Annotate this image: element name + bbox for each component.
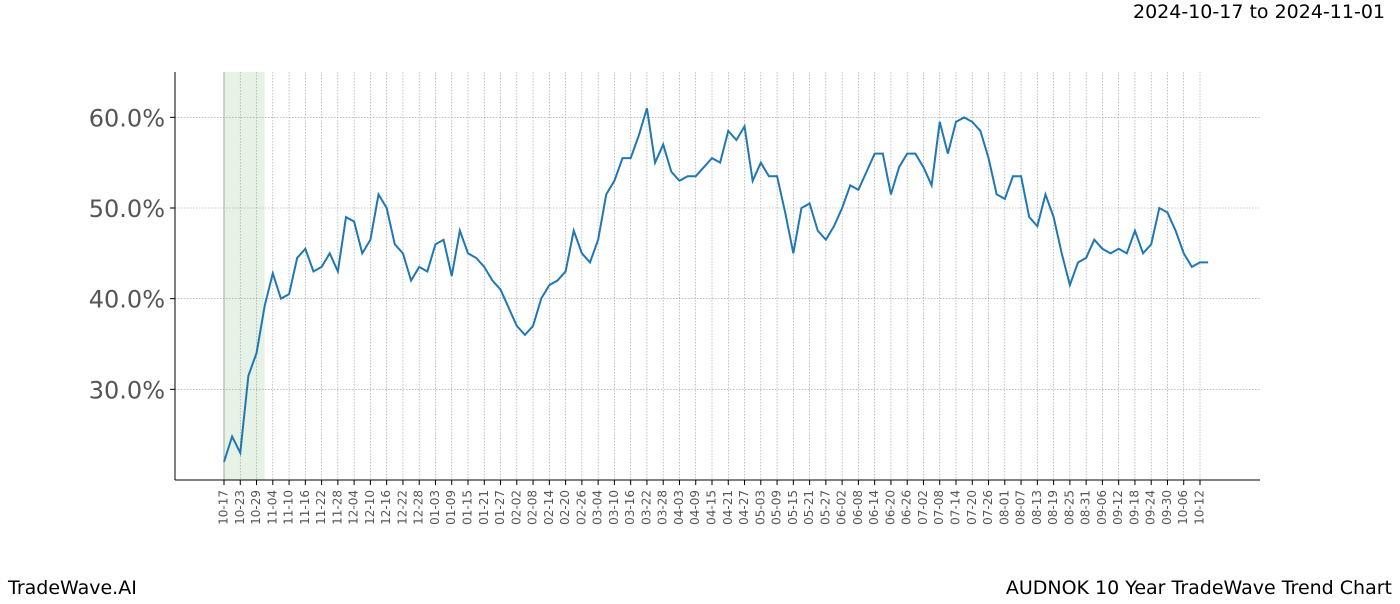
x-tick-label: 04-03 [672,490,686,525]
x-tick-label: 09-24 [1144,490,1158,525]
x-tick-label: 05-09 [770,490,784,525]
x-tick-label: 09-12 [1111,490,1125,525]
x-tick-label: 08-13 [1030,490,1044,525]
x-tick-label: 05-03 [753,490,767,525]
x-tick-label: 08-25 [1062,490,1076,525]
x-tick-label: 02-26 [574,490,588,525]
x-tick-label: 01-21 [477,490,491,525]
x-tick-label: 03-04 [591,490,605,525]
trend-line [223,107,1209,463]
x-tick-label: 06-14 [867,490,881,525]
x-tick-label: 06-02 [835,490,849,525]
x-tick-label: 06-20 [883,490,897,525]
x-tick-label: 11-28 [330,490,344,525]
x-tick-label: 11-10 [282,490,296,525]
x-tick-label: 03-16 [623,490,637,525]
date-range: 2024-10-17 to 2024-11-01 [1133,1,1385,23]
x-tick-label: 01-27 [493,490,507,525]
y-tick-label: 60.0% [89,104,165,132]
x-tick-label: 09-30 [1160,490,1174,525]
y-tick-label: 40.0% [89,286,165,314]
x-tick-label: 08-19 [1046,490,1060,525]
x-tick-label: 05-15 [786,490,800,525]
x-tick-label: 03-28 [656,490,670,525]
x-tick-label: 06-08 [851,490,865,525]
x-tick-label: 09-18 [1127,490,1141,525]
x-tick-label: 02-02 [509,490,523,525]
x-tick-label: 05-21 [802,490,816,525]
x-tick-label: 11-04 [265,490,279,525]
brand: TradeWave.AI [7,577,137,599]
x-tick-label: 01-03 [428,490,442,525]
y-tick-label: 50.0% [89,195,165,223]
x-tick-label: 12-10 [363,490,377,525]
x-tick-label: 04-09 [688,490,702,525]
x-tick-label: 12-04 [347,490,361,525]
x-tick-label: 12-22 [395,490,409,525]
x-tick-label: 08-31 [1079,490,1093,525]
y-tick-label: 30.0% [89,376,165,404]
x-tick-label: 10-23 [233,490,247,525]
x-tick-label: 12-16 [379,490,393,525]
x-tick-label: 10-12 [1193,490,1207,525]
x-tick-label: 01-15 [461,490,475,525]
x-tick-label: 12-28 [412,490,426,525]
x-tick-label: 08-07 [1014,490,1028,525]
x-tick-label: 07-08 [932,490,946,525]
x-tick-label: 02-08 [526,490,540,525]
x-tick-label: 04-15 [705,490,719,525]
x-tick-label: 05-27 [818,490,832,525]
x-tick-label: 08-01 [997,490,1011,525]
x-tick-label: 02-20 [558,490,572,525]
x-tick-label: 02-14 [542,490,556,525]
x-tick-label: 07-20 [965,490,979,525]
x-tick-label: 07-02 [916,490,930,525]
x-tick-label: 10-06 [1176,490,1190,525]
x-tick-label: 10-29 [249,490,263,525]
x-tick-label: 04-21 [721,490,735,525]
x-tick-label: 07-14 [949,490,963,525]
x-tick-label: 11-16 [298,490,312,525]
x-tick-label: 09-06 [1095,490,1109,525]
x-tick-label: 06-26 [900,490,914,525]
x-tick-label: 04-27 [737,490,751,525]
chart-title: AUDNOK 10 Year TradeWave Trend Chart [1006,577,1392,599]
x-tick-label: 10-17 [217,490,231,525]
x-tick-label: 11-22 [314,490,328,525]
x-tick-label: 03-22 [639,490,653,525]
x-tick-label: 07-26 [981,490,995,525]
x-tick-label: 03-10 [607,490,621,525]
x-tick-label: 01-09 [444,490,458,525]
